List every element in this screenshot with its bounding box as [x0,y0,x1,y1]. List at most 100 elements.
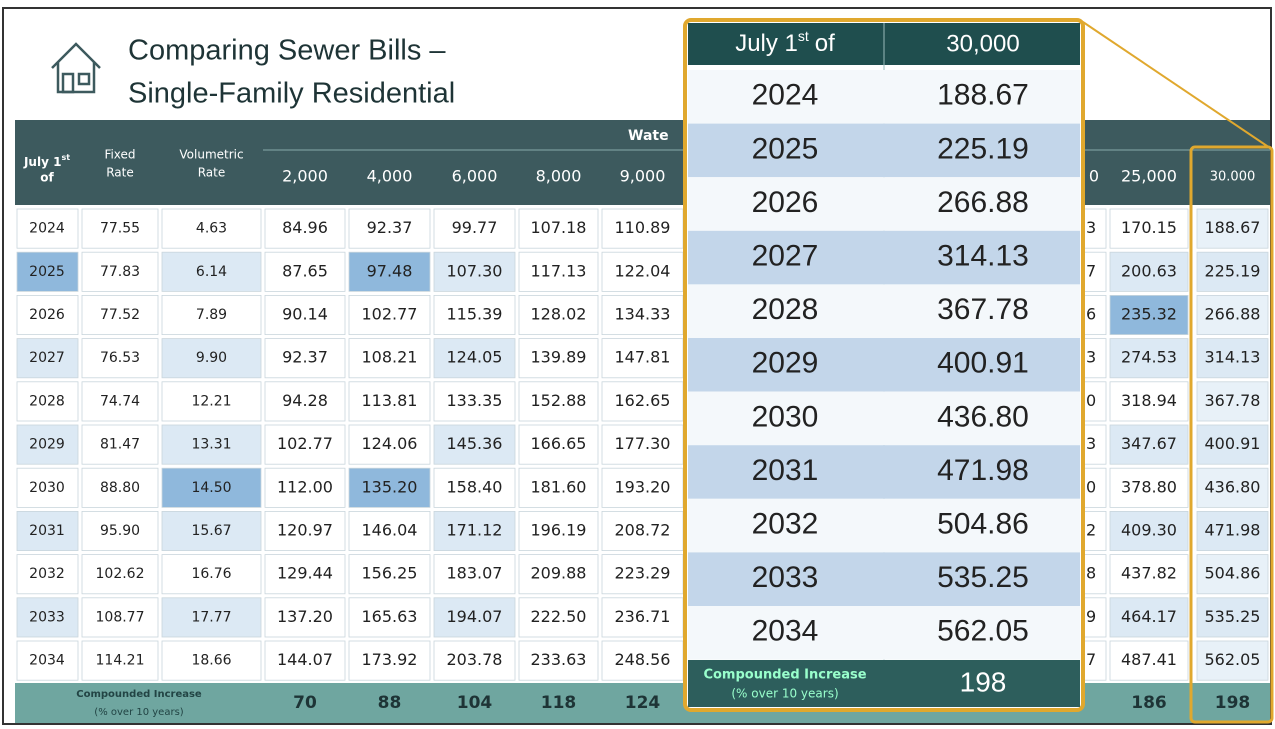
header-text: of [815,30,835,57]
cell [348,294,431,335]
value-cell: 223.29 [615,564,671,583]
callout-row [688,391,1080,446]
value-cell: 400.91 [1205,434,1261,453]
year-cell: 2029 [29,437,65,453]
cell [264,640,346,681]
value-cell: 196.19 [531,521,587,540]
callout-increase-value: 198 [960,666,1007,697]
value-cell: 3 [1086,434,1096,453]
cell [81,510,159,551]
value-cell: 145.36 [447,434,503,453]
callout-year: 2026 [752,186,819,219]
cell [601,338,684,379]
window [77,72,91,86]
callout-year: 2029 [752,347,819,380]
cell [264,554,346,595]
cell [1196,208,1269,249]
cell [81,338,159,379]
cell [16,424,79,465]
cell [348,381,431,422]
cell [16,467,79,508]
value-cell: 7 [1086,650,1096,669]
group-header: Wate [628,128,669,144]
title-line: Comparing Sewer Bills – [128,35,446,67]
year-cell: 2026 [29,307,65,323]
value-cell: 225.19 [1205,261,1261,280]
callout-column-header: 30,000 [946,30,1019,57]
column-header: July 1st [23,153,70,169]
increase-label: (% over 10 years) [94,707,183,718]
cell [433,554,516,595]
value-cell: 166.65 [531,434,587,453]
value-cell: 107.30 [447,261,503,280]
column-header: of [40,171,54,185]
cell [1081,467,1107,508]
value-cell: 6 [1086,305,1096,324]
cell [348,208,431,249]
cell [16,338,79,379]
cell [348,640,431,681]
value-cell: 437.82 [1121,564,1177,583]
cell [161,467,262,508]
cell [161,640,262,681]
value-cell: 535.25 [1205,607,1261,626]
column-header: Volumetric [179,148,243,162]
cell [348,554,431,595]
value-cell: 194.07 [447,607,503,626]
value-cell: 92.37 [367,218,413,237]
value-cell: 209.88 [531,564,587,583]
cell [16,510,79,551]
value-cell: 188.67 [1205,218,1261,237]
value-cell: 18.66 [191,653,231,669]
cell [1109,338,1189,379]
cell [518,381,599,422]
value-cell: 0 [1086,391,1096,410]
cell [81,597,159,638]
callout-value: 400.91 [937,347,1029,380]
value-cell: 124.05 [447,348,503,367]
cell [264,381,346,422]
cell [601,381,684,422]
cell [161,510,262,551]
cell [601,510,684,551]
callout-year: 2025 [752,132,819,165]
cell [1196,554,1269,595]
cell [161,381,262,422]
cell [161,294,262,335]
increase-label: Compounded Increase [76,689,202,700]
cell [518,597,599,638]
cell [81,294,159,335]
cell [433,467,516,508]
value-cell: 171.12 [447,521,503,540]
value-cell: 90.14 [282,305,328,324]
cell [81,381,159,422]
cell [1109,294,1189,335]
cell [601,640,684,681]
callout-year: 2034 [752,615,819,648]
cell [433,424,516,465]
cell [81,467,159,508]
cell [1196,597,1269,638]
value-cell: 504.86 [1205,564,1261,583]
value-cell: 110.89 [615,218,671,237]
callout-increase-bg [688,660,1080,707]
value-cell: 139.89 [531,348,587,367]
value-cell: 235.32 [1121,305,1177,324]
value-cell: 120.97 [277,521,333,540]
cell [161,208,262,249]
value-cell: 208.72 [615,521,671,540]
cell [16,381,79,422]
callout-value: 504.86 [937,508,1029,541]
house-icon [51,42,101,94]
column-header: 2,000 [282,167,328,186]
cell [264,467,346,508]
value-cell: 144.07 [277,650,333,669]
cell [264,338,346,379]
callout-row [688,606,1080,660]
cell [1109,424,1189,465]
cell [601,251,684,292]
cell [1081,554,1107,595]
cell [518,208,599,249]
increase-value: 88 [378,693,402,713]
